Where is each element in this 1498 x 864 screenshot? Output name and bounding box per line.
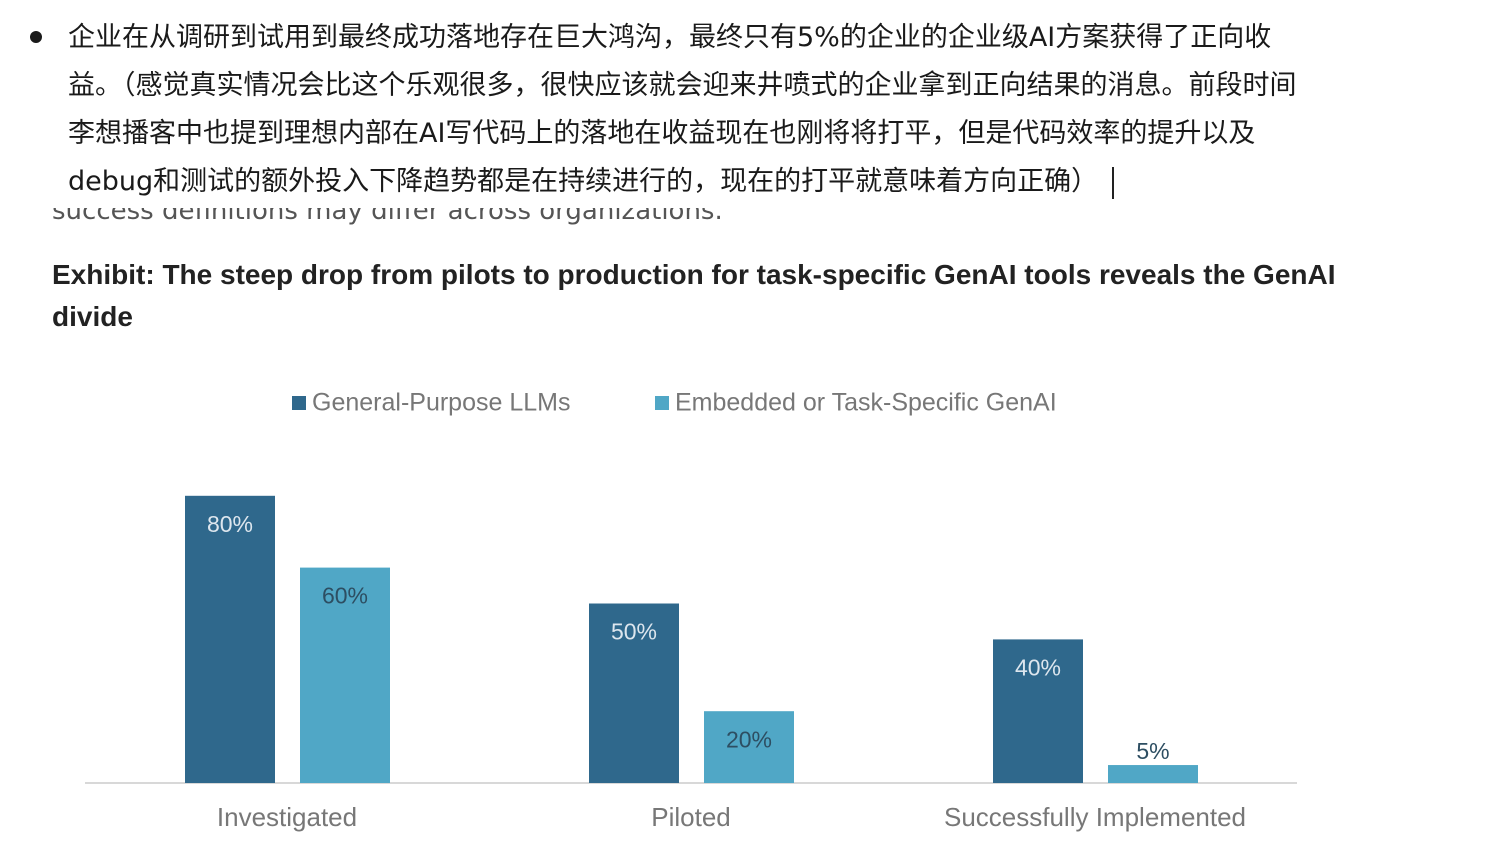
note-line: debug和测试的额外投入下降趋势都是在持续进行的，现在的打平就意味着方向正确）: [68, 158, 1297, 206]
value-label: 50%: [611, 619, 657, 645]
bar: [1108, 765, 1198, 783]
value-label: 80%: [207, 511, 253, 537]
value-label: 5%: [1136, 738, 1169, 764]
note-text: 李想播客中也提到理想内部在AI写代码上的落地在收益现在也刚将将打平，但是代码效率…: [68, 118, 1256, 149]
bar: [300, 567, 390, 783]
cover: [0, 196, 1498, 208]
note-text: 企业在从调研到试用到最终成功落地存在巨大鸿沟，最终只有5%的企业的企业级AI方案…: [68, 22, 1272, 53]
text-cursor: [1112, 166, 1115, 199]
legend-swatch: [655, 396, 669, 410]
note-text: 益。（感觉真实情况会比这个乐观很多，很快应该就会迎来井喷式的企业拿到正向结果的消…: [68, 70, 1297, 101]
value-label: 20%: [726, 726, 772, 752]
note-text: debug和测试的额外投入下降趋势都是在持续进行的，现在的打平就意味着方向正确）: [68, 166, 1099, 197]
chart-title: Exhibit: The steep drop from pilots to p…: [52, 259, 1336, 332]
bar: [185, 495, 275, 783]
x-tick-label: Successfully Implemented: [944, 802, 1246, 832]
legend-label: General-Purpose LLMs: [312, 389, 570, 417]
value-label: 60%: [322, 583, 368, 609]
bullet: [30, 31, 42, 43]
note[interactable]: 企业在从调研到试用到最终成功落地存在巨大鸿沟，最终只有5%的企业的企业级AI方案…: [68, 14, 1297, 206]
legend-swatch: [292, 396, 306, 410]
note-line: 益。（感觉真实情况会比这个乐观很多，很快应该就会迎来井喷式的企业拿到正向结果的消…: [68, 62, 1297, 110]
note-line: 李想播客中也提到理想内部在AI写代码上的落地在收益现在也刚将将打平，但是代码效率…: [68, 110, 1297, 158]
bar: [589, 603, 679, 783]
bar: [704, 711, 794, 783]
bar: [993, 639, 1083, 783]
x-tick-label: Investigated: [217, 802, 357, 832]
value-label: 40%: [1015, 654, 1061, 680]
note-line: 企业在从调研到试用到最终成功落地存在巨大鸿沟，最终只有5%的企业的企业级AI方案…: [68, 14, 1297, 62]
legend-label: Embedded or Task-Specific GenAI: [675, 389, 1057, 417]
x-tick-label: Piloted: [651, 802, 731, 832]
